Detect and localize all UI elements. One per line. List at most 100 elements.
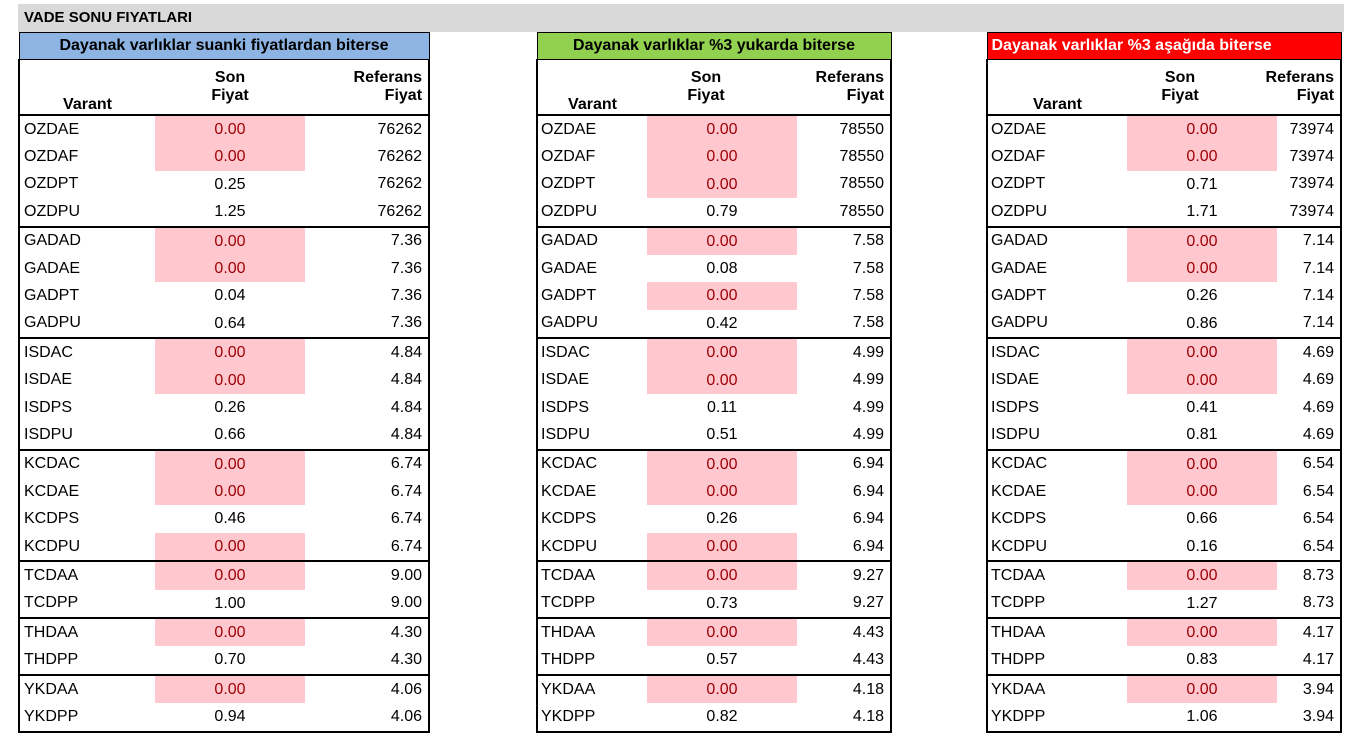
varant-cell: ISDPU: [536, 421, 647, 450]
varant-cell: GADAE: [536, 254, 647, 283]
varant-cell: KCDAE: [536, 478, 647, 506]
son-fiyat-cell: 0.73: [647, 590, 765, 618]
varant-cell: ISDAC: [18, 337, 155, 367]
referans-fiyat-cell: 4.43: [765, 617, 893, 647]
son-fiyat-cell: 0.71: [1127, 171, 1233, 198]
table-row: OZDPU 1.71 73974: [986, 198, 1343, 227]
col-header-varant: Varant: [18, 59, 155, 116]
referans-fiyat-cell: 7.14: [1233, 309, 1343, 339]
son-fiyat-value: 0.08: [706, 259, 738, 277]
referans-fiyat-cell: 76262: [305, 115, 431, 144]
referans-fiyat-cell: 4.30: [305, 617, 431, 647]
table-row: ISDAC 0.00 4.69: [986, 337, 1343, 367]
table-up-3pct: Dayanak varlıklar %3 yukarda biterse Var…: [536, 32, 893, 733]
son-fiyat-cell: 0.00: [647, 282, 797, 310]
varant-cell: ISDAE: [536, 366, 647, 394]
varant-cell: THDAA: [536, 617, 647, 647]
referans-fiyat-cell: 76262: [305, 198, 431, 227]
varant-cell: OZDAF: [986, 143, 1127, 171]
son-fiyat-cell: 0.79: [647, 198, 765, 226]
son-fiyat-value: 1.71: [1186, 203, 1218, 221]
varant-cell: OZDPT: [536, 170, 647, 199]
son-fiyat-value: 0.16: [1186, 537, 1218, 555]
referans-fiyat-cell: 7.36: [305, 309, 431, 339]
varant-cell: TCDPP: [18, 589, 155, 619]
referans-fiyat-cell: 8.73: [1233, 589, 1343, 619]
table-row: ISDAE 0.00 4.99: [536, 366, 893, 394]
son-fiyat-cell: 0.00: [155, 143, 305, 171]
table-row: GADAD 0.00 7.14: [986, 225, 1343, 255]
varant-cell: GADAE: [986, 254, 1127, 283]
son-fiyat-cell: 1.06: [1127, 703, 1233, 733]
referans-fiyat-cell: 4.69: [1233, 366, 1343, 394]
table-row: GADPT 0.00 7.58: [536, 282, 893, 310]
col-header-ref-1: Referans: [1233, 59, 1343, 87]
varant-cell: KCDAE: [986, 478, 1127, 506]
son-fiyat-cell: 0.66: [1127, 505, 1233, 532]
referans-fiyat-cell: 7.36: [305, 254, 431, 283]
referans-fiyat-cell: 78550: [765, 198, 893, 227]
varant-cell: GADPT: [986, 282, 1127, 310]
son-fiyat-cell: 1.71: [1127, 198, 1233, 226]
son-fiyat-value: 0.83: [1186, 651, 1218, 669]
referans-fiyat-cell: 6.54: [1233, 478, 1343, 506]
table-row: OZDAE 0.00 73974: [986, 115, 1343, 144]
referans-fiyat-cell: 7.36: [305, 225, 431, 255]
son-fiyat-cell: 0.00: [155, 532, 305, 561]
son-fiyat-cell: 0.00: [647, 225, 797, 255]
son-fiyat-cell: 0.00: [1127, 115, 1277, 144]
table-row: KCDPU 0.16 6.54: [986, 532, 1343, 562]
referans-fiyat-cell: 6.74: [305, 532, 431, 562]
referans-fiyat-cell: 4.18: [765, 673, 893, 704]
varant-cell: KCDAC: [536, 448, 647, 479]
son-fiyat-value: 0.00: [155, 450, 305, 479]
son-fiyat-value: 0.00: [155, 532, 305, 561]
son-fiyat-value: 0.66: [214, 426, 246, 444]
referans-fiyat-cell: 6.74: [305, 448, 431, 479]
referans-fiyat-cell: 4.17: [1233, 646, 1343, 675]
varant-cell: ISDAE: [986, 366, 1127, 394]
table-row: GADPU 0.42 7.58: [536, 309, 893, 339]
referans-fiyat-cell: 7.58: [765, 225, 893, 255]
table-current-prices: Dayanak varlıklar suanki fiyatlardan bit…: [18, 32, 431, 733]
col-header-son-2: Fiyat: [647, 87, 765, 116]
table-row: THDPP 0.57 4.43: [536, 646, 893, 675]
varant-cell: GADAD: [986, 225, 1127, 255]
varant-cell: KCDAE: [18, 478, 155, 506]
table-row: TCDAA 0.00 8.73: [986, 560, 1343, 590]
table-row: ISDAC 0.00 4.99: [536, 337, 893, 367]
table-body: OZDAE 0.00 78550 OZDAF 0.00 78550 OZDPT 0.00 785…: [536, 115, 893, 733]
son-fiyat-cell: 0.00: [647, 560, 797, 590]
son-fiyat-cell: 0.00: [155, 478, 305, 506]
son-fiyat-cell: 0.00: [1127, 143, 1277, 171]
table-row: THDAA 0.00 4.17: [986, 617, 1343, 647]
varant-cell: ISDPS: [986, 393, 1127, 422]
varant-cell: YKDAA: [536, 673, 647, 704]
col-header-son-1: Son: [1164, 69, 1196, 86]
table-row: KCDAE 0.00 6.54: [986, 478, 1343, 506]
son-fiyat-cell: 0.00: [155, 448, 305, 479]
table-row: YKDAA 0.00 3.94: [986, 673, 1343, 704]
varant-cell: KCDPS: [536, 505, 647, 533]
son-fiyat-value: 0.71: [1186, 175, 1218, 193]
table-row: OZDAF 0.00 73974: [986, 143, 1343, 171]
referans-fiyat-cell: 4.99: [765, 366, 893, 394]
referans-fiyat-cell: 9.00: [305, 560, 431, 590]
referans-fiyat-cell: 4.84: [305, 366, 431, 394]
referans-fiyat-cell: 78550: [765, 170, 893, 199]
varant-cell: TCDPP: [986, 589, 1127, 619]
referans-fiyat-cell: 4.84: [305, 393, 431, 422]
col-header-son-1: Son: [690, 69, 722, 86]
referans-fiyat-cell: 4.18: [765, 703, 893, 733]
son-fiyat-cell: 0.00: [647, 448, 797, 479]
varant-cell: TCDAA: [18, 560, 155, 590]
table-row: OZDPU 0.79 78550: [536, 198, 893, 227]
son-fiyat-cell: 0.00: [647, 143, 797, 171]
varant-cell: TCDAA: [986, 560, 1127, 590]
son-fiyat-value: 0.00: [155, 366, 305, 394]
table-row: THDPP 0.83 4.17: [986, 646, 1343, 675]
col-header-ref-1: Referans: [765, 59, 893, 87]
son-fiyat-cell: 0.00: [155, 366, 305, 394]
table-row: ISDPS 0.11 4.99: [536, 393, 893, 422]
table-row: OZDPT 0.25 76262: [18, 170, 431, 199]
